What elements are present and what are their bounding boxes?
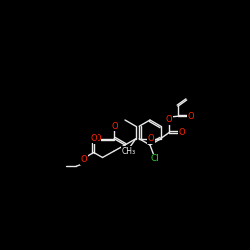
Text: O: O (148, 134, 154, 143)
Text: O: O (188, 112, 194, 121)
Text: O: O (112, 122, 118, 131)
Text: O: O (81, 156, 87, 164)
Text: O: O (94, 134, 101, 143)
Text: O: O (166, 116, 172, 124)
Text: O: O (90, 134, 97, 143)
Text: Cl: Cl (150, 154, 160, 163)
Text: O: O (179, 128, 186, 137)
Text: CH₃: CH₃ (121, 147, 136, 156)
